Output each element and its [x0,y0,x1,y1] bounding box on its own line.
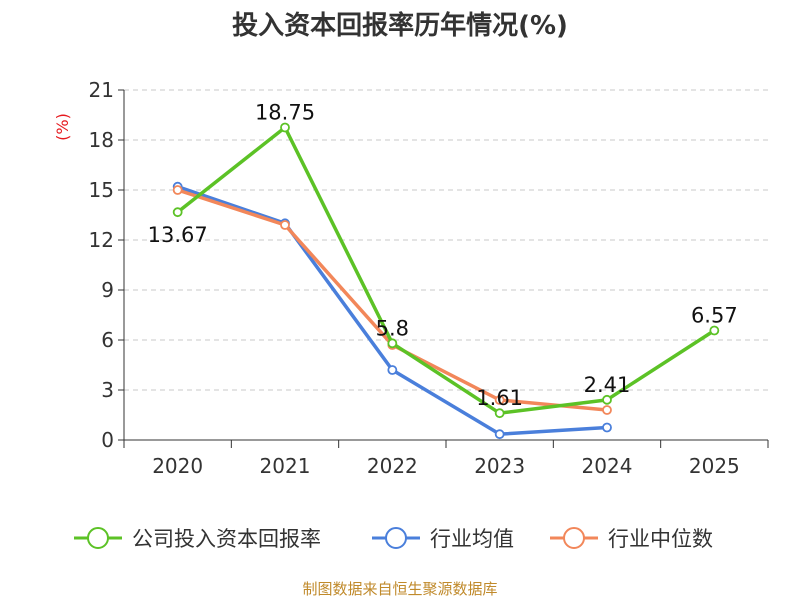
legend-item[interactable]: 行业均值 [372,527,514,551]
series-2 [172,185,612,415]
x-tick-label: 2021 [260,454,311,478]
data-point[interactable] [387,338,398,349]
y-tick-label: 3 [101,378,114,402]
data-point[interactable] [387,365,398,375]
x-tick-label: 2020 [152,454,203,478]
data-point[interactable] [602,394,612,405]
legend-marker [563,527,585,549]
data-point[interactable] [494,429,505,440]
data-label: 6.57 [691,304,738,328]
data-point[interactable] [172,185,183,195]
axes: 0 3 6 9 12 15 18 21 2020 2021 2022 2023 2024 2025 [89,78,769,478]
series-line [177,185,608,436]
y-tick-label: 0 [101,428,114,452]
data-point[interactable] [280,122,290,133]
data-point[interactable] [709,325,720,336]
legend-item[interactable]: 公司投入资本回报率 [74,527,321,551]
data-point[interactable] [494,395,505,405]
data-point[interactable] [494,408,505,419]
legend-label: 行业均值 [430,527,514,551]
y-tick-label: 18 [89,128,114,152]
legend-label: 行业中位数 [608,527,713,551]
y-tick-label: 6 [101,328,114,352]
series-1 [172,181,612,440]
data-label: 2.41 [584,373,631,397]
data-labels: 13.67 18.75 5.8 1.61 2.41 6.57 [148,101,738,411]
series-line [177,188,608,412]
x-tick-label: 2023 [474,454,525,478]
source-note: 制图数据来自恒生聚源数据库 [302,580,497,598]
series-line [176,125,716,415]
data-point[interactable] [172,207,183,218]
data-point[interactable] [602,422,612,433]
data-label: 13.67 [148,223,208,247]
data-point[interactable] [280,220,290,230]
legend-item[interactable]: 行业中位数 [550,527,713,551]
y-axis-unit: (%) [53,113,72,141]
series-0 [172,122,720,419]
y-tick-label: 9 [101,278,114,302]
series-lines [172,122,720,440]
data-label: 18.75 [255,101,315,125]
data-label: 1.61 [476,386,523,410]
x-tick-label: 2024 [582,454,633,478]
y-tick-label: 12 [89,228,114,252]
y-tick-label: 15 [89,178,114,202]
x-tick-label: 2022 [367,454,418,478]
data-label: 5.8 [376,316,409,340]
legend[interactable]: 公司投入资本回报率 行业均值 行业中位数 [74,527,713,551]
grid [124,89,768,391]
chart-title: 投入资本回报率历年情况(%) [232,10,568,41]
legend-marker [385,527,407,549]
y-tick-label: 21 [89,78,114,102]
data-point[interactable] [602,405,612,415]
legend-marker [87,527,109,549]
x-tick-label: 2025 [689,454,740,478]
legend-label: 公司投入资本回报率 [132,527,321,551]
